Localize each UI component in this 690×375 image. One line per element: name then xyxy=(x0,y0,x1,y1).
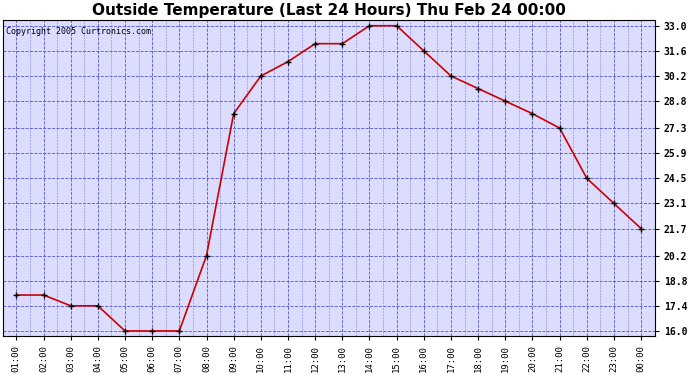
Text: Copyright 2005 Curtronics.com: Copyright 2005 Curtronics.com xyxy=(6,27,151,36)
Title: Outside Temperature (Last 24 Hours) Thu Feb 24 00:00: Outside Temperature (Last 24 Hours) Thu … xyxy=(92,3,566,18)
